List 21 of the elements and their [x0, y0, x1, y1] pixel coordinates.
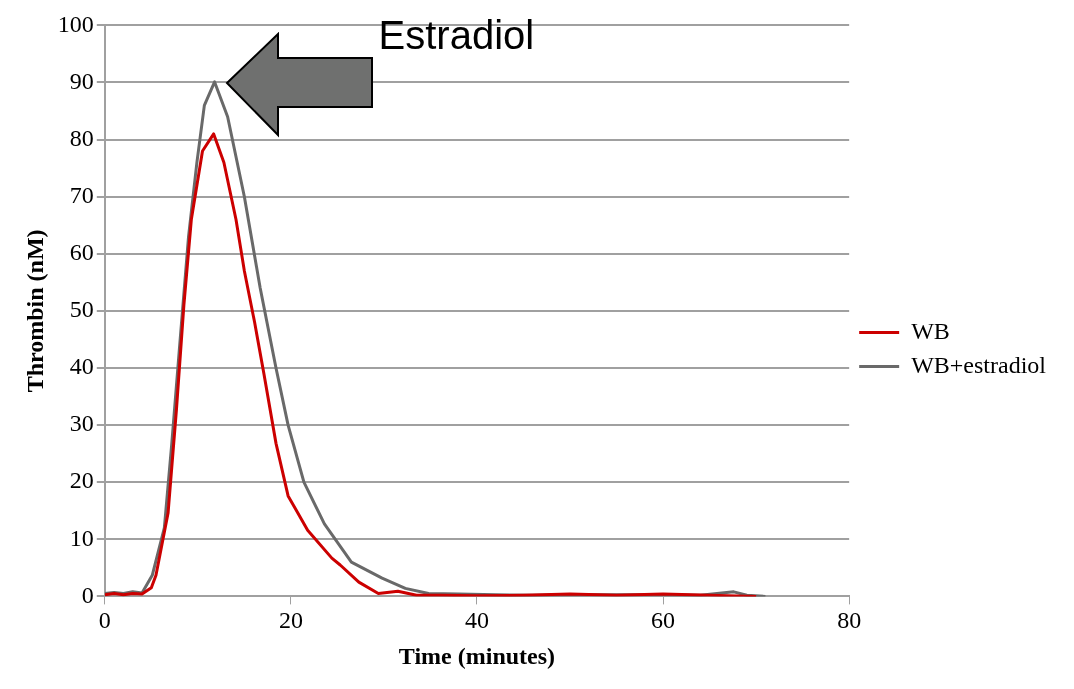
- y-tick-label: 10: [69, 524, 94, 551]
- y-tick-label: 80: [69, 124, 94, 151]
- y-tick-label: 50: [69, 296, 94, 323]
- y-tick-label: 20: [69, 467, 94, 494]
- annotation: Estradiol: [378, 12, 535, 57]
- y-tick-label: 30: [69, 410, 94, 437]
- x-tick-label: 60: [651, 607, 676, 634]
- y-tick-label: 0: [81, 581, 94, 608]
- x-tick-label: 20: [278, 607, 303, 634]
- x-tick-label: 0: [98, 607, 111, 634]
- y-tick-label: 100: [57, 10, 94, 37]
- legend-label: WB: [911, 317, 950, 344]
- x-tick-label: 80: [837, 607, 862, 634]
- legend-label: WB+estradiol: [911, 351, 1047, 378]
- x-axis-title: Time (minutes): [398, 642, 556, 669]
- x-tick-label: 40: [464, 607, 489, 634]
- y-tick-label: 70: [69, 182, 94, 208]
- y-axis-title: Thrombin (nM): [21, 229, 48, 393]
- y-tick-label: 40: [69, 353, 94, 380]
- y-tick-label: 60: [69, 239, 94, 266]
- y-tick-label: 90: [69, 67, 94, 94]
